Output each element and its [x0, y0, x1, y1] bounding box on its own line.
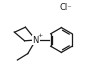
Text: N: N	[33, 36, 39, 44]
Text: Cl⁻: Cl⁻	[59, 3, 72, 12]
Text: +: +	[37, 33, 42, 38]
